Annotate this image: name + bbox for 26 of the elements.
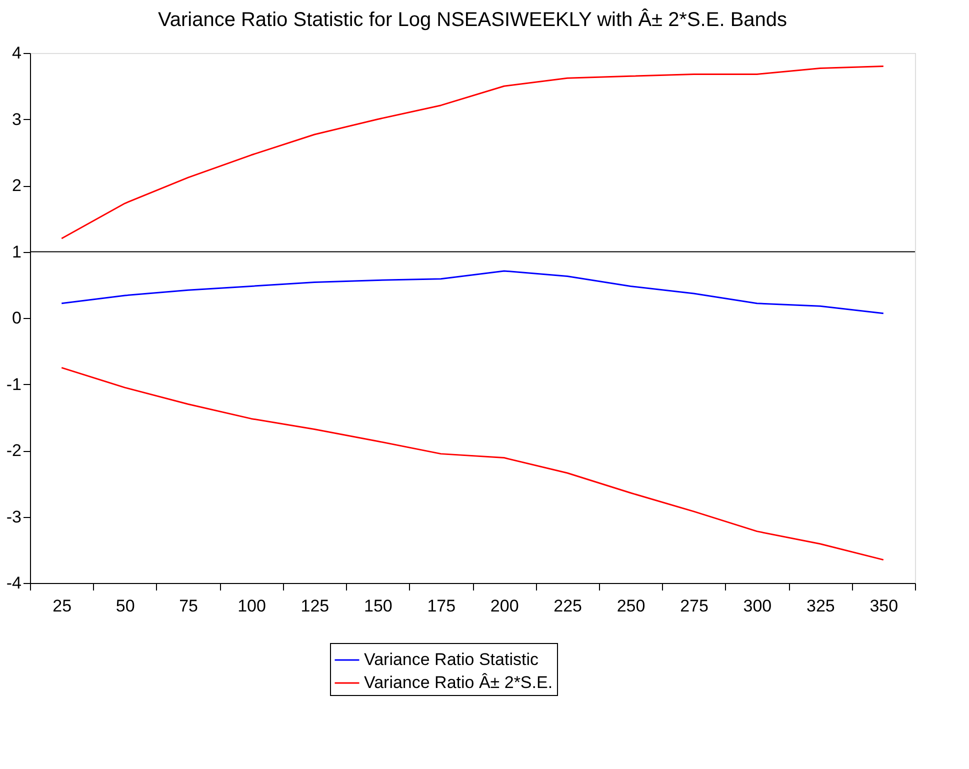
y-tick-label: -1: [6, 374, 22, 394]
legend-label: Variance Ratio Statistic: [364, 650, 539, 669]
x-tick-label: 200: [490, 596, 519, 616]
y-tick-label: 2: [12, 176, 22, 195]
y-tick-label: 4: [12, 44, 22, 62]
legend-label: Variance Ratio Â± 2*S.E.: [364, 673, 553, 692]
y-tick-label: -3: [6, 507, 22, 526]
x-tick-label: 275: [680, 596, 708, 616]
x-tick-label: 25: [52, 596, 72, 616]
x-tick-label: 225: [554, 596, 582, 616]
x-tick-label: 175: [427, 596, 456, 616]
x-tick-label: 250: [616, 596, 646, 616]
y-tick-label: 1: [12, 242, 22, 262]
y-tick-label: -2: [6, 441, 22, 460]
y-tick-label: -4: [6, 574, 22, 592]
y-tick-label: 3: [12, 110, 22, 129]
x-tick-label: 300: [743, 596, 772, 616]
chart-title: Variance Ratio Statistic for Log NSEASIWEEKLY with Â± 2*S.E. Bands: [158, 8, 788, 31]
x-tick-label: 325: [806, 596, 835, 616]
x-tick-label: 75: [179, 596, 198, 616]
x-tick-label: 350: [870, 596, 898, 616]
y-tick-label: 0: [12, 308, 22, 328]
x-tick-label: 50: [116, 596, 135, 616]
x-tick-label: 100: [238, 596, 266, 616]
x-tick-label: 125: [300, 596, 330, 616]
x-tick-label: 150: [364, 596, 392, 616]
